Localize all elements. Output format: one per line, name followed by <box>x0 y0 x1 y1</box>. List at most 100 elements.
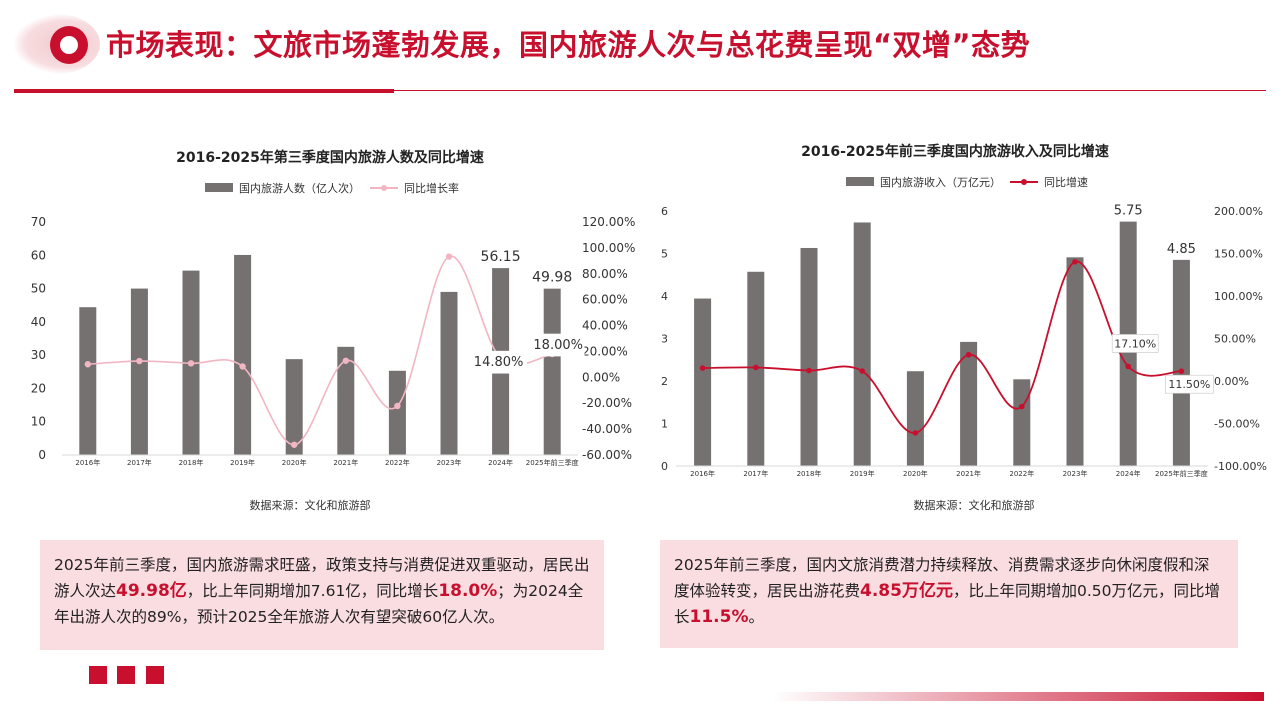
line-value-label-box <box>1111 334 1159 353</box>
bar <box>853 222 871 466</box>
x-tick-label: 2024年 <box>488 458 513 467</box>
highlight-figure: 49.98亿 <box>116 581 187 601</box>
bar <box>1066 257 1084 466</box>
bar <box>906 371 924 466</box>
line-value-label-box <box>470 350 527 374</box>
x-tick-label: 2025年前三季度 <box>526 458 579 467</box>
bar <box>130 288 148 455</box>
y-tick-label-right: 60.00% <box>582 293 628 307</box>
bar <box>234 254 252 455</box>
summary-text: ；为2024全年出游人次的89%，预计2025全年旅游人次有望突破60亿人次。 <box>54 582 584 626</box>
bar <box>79 307 97 455</box>
y-tick-label-right: 100.00% <box>1214 290 1263 303</box>
summary-text: ，比上年同期增加0.50万亿元，同比增长 <box>674 582 1220 626</box>
bar <box>960 341 978 466</box>
line-point <box>1072 258 1078 265</box>
y-tick-label-right: 40.00% <box>582 319 628 333</box>
bar <box>1172 259 1190 466</box>
y-tick-label-left: 5 <box>661 248 668 261</box>
y-tick-label-left: 10 <box>31 415 46 429</box>
decor-square <box>146 666 164 684</box>
y-tick-label-right: 100.00% <box>582 241 635 255</box>
y-tick-label-right: -50.00% <box>1214 418 1260 431</box>
line-point <box>699 365 706 371</box>
y-tick-label-left: 4 <box>661 290 668 303</box>
y-tick-label-right: -40.00% <box>582 422 632 436</box>
x-tick-label: 2019年 <box>230 458 255 467</box>
bar <box>440 291 458 455</box>
summary-text: 。 <box>748 608 765 626</box>
x-tick-label: 2021年 <box>333 458 358 467</box>
legend-line-marker <box>381 185 387 191</box>
page-title: 市场表现：文旅市场蓬勃发展，国内旅游人次与总花费呈现“双增”态势 <box>106 28 1031 62</box>
y-tick-label-right: 50.00% <box>1214 333 1256 346</box>
source-note-right: 数据来源：文化和旅游部 <box>913 499 1035 512</box>
y-tick-label-left: 70 <box>31 215 46 229</box>
bar-value-label: 5.75 <box>1114 204 1143 219</box>
legend-label: 国内旅游收入（万亿元） <box>880 175 1001 189</box>
y-tick-label-right: -100.00% <box>1214 460 1267 473</box>
source-note-left: 数据来源：文化和旅游部 <box>249 499 371 512</box>
y-tick-label-right: -20.00% <box>582 396 632 410</box>
y-tick-label-right: 120.00% <box>582 215 635 229</box>
line-point <box>806 367 812 374</box>
x-tick-label: 2022年 <box>385 458 410 467</box>
y-tick-label-left: 0 <box>661 460 668 473</box>
line-point <box>1125 363 1131 370</box>
chart-title: 2016-2025年第三季度国内旅游人数及同比增速 <box>176 149 484 166</box>
bar-value-label: 56.15 <box>481 249 521 265</box>
highlight-figure: 11.5% <box>689 607 749 627</box>
legend-label: 国内旅游人数（亿人次） <box>239 181 360 195</box>
decor-square <box>117 666 135 684</box>
line-point <box>239 363 246 370</box>
highlight-figure: 4.85万亿元 <box>860 581 953 601</box>
summary-text: ，比上年同期增加7.61亿，同比增长 <box>186 582 439 600</box>
growth-rate-line <box>702 260 1182 434</box>
y-tick-label-right: 80.00% <box>582 267 628 281</box>
y-tick-label-left: 2 <box>661 375 668 388</box>
line-point <box>859 368 865 374</box>
bar <box>694 298 712 466</box>
summary-text: 2025年前三季度，国内旅游需求旺盛，政策支持与消费促进双重驱动，居民出游人次达 <box>54 556 590 600</box>
legend-label: 同比增长率 <box>404 181 459 195</box>
legend-line-marker <box>1021 179 1027 185</box>
line-point <box>394 402 401 410</box>
line-point <box>84 361 92 368</box>
legend-label: 同比增速 <box>1044 175 1088 189</box>
y-tick-label-left: 6 <box>661 205 668 218</box>
line-point <box>445 253 453 260</box>
legend-bar-swatch <box>205 183 233 192</box>
growth-rate-line <box>87 255 553 446</box>
bar <box>388 370 406 455</box>
x-tick-label: 2019年 <box>850 469 875 478</box>
title-divider-accent <box>14 89 394 93</box>
line-point <box>753 364 759 371</box>
y-tick-label-left: 30 <box>31 348 46 362</box>
summary-box-tourism-revenue: 2025年前三季度，国内文旅消费潜力持续释放、消费需求逐步向休闲度假和深度体验转… <box>660 540 1238 648</box>
x-tick-label: 2018年 <box>179 458 204 467</box>
y-tick-label-right: -60.00% <box>582 448 632 462</box>
legend-bar-swatch <box>846 177 874 186</box>
chart-tourist-count: 2016-2025年第三季度国内旅游人数及同比增速国内旅游人数（亿人次） 同比增长… <box>20 140 640 485</box>
x-tick-label: 2018年 <box>797 469 822 478</box>
highlight-figure: 18.0% <box>438 581 498 601</box>
line-value-label-box <box>531 333 585 357</box>
y-tick-label-left: 1 <box>661 418 668 431</box>
decor-square <box>89 666 107 684</box>
line-point <box>136 357 143 365</box>
footer-gradient-bar <box>772 692 1264 701</box>
bar <box>1013 379 1031 466</box>
line-value-label: 11.50% <box>1168 378 1210 391</box>
x-tick-label: 2020年 <box>282 458 307 467</box>
x-tick-label: 2024年 <box>1116 469 1141 478</box>
x-tick-label: 2025年前三季度 <box>1155 469 1208 478</box>
x-tick-label: 2016年 <box>75 458 100 467</box>
bar <box>800 247 818 466</box>
x-tick-label: 2021年 <box>956 469 981 478</box>
summary-text: 2025年前三季度，国内文旅消费潜力持续释放、消费需求逐步向休闲度假和深度体验转… <box>674 556 1210 600</box>
x-tick-label: 2022年 <box>1009 469 1034 478</box>
title-divider <box>14 90 1266 91</box>
x-tick-label: 2023年 <box>437 458 462 467</box>
line-point <box>912 430 919 436</box>
